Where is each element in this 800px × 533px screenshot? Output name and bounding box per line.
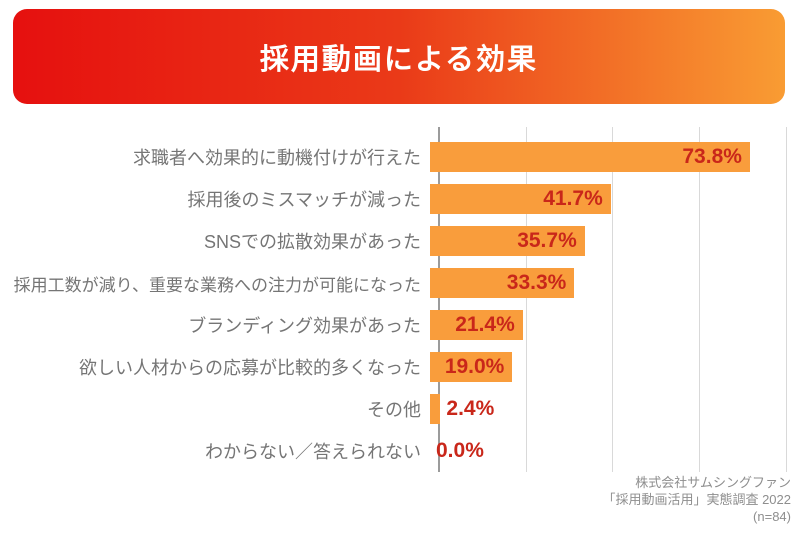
chart-row: 求職者へ効果的に動機付けが行えた 73.8% [0, 136, 800, 178]
category-label: 採用後のミスマッチが減った [187, 190, 421, 210]
bar-area: 73.8% [430, 136, 800, 178]
page-title: 採用動画による効果 [259, 43, 539, 76]
bar [430, 352, 513, 382]
category-label: ブランディング効果があった [188, 316, 421, 336]
category-label: 欲しい人材からの応募が比較的多くなった [79, 358, 421, 378]
gridline [612, 127, 614, 472]
bar-area: 33.3% [430, 262, 800, 304]
chart-row: 欲しい人材からの応募が比較的多くなった 19.0% [0, 346, 800, 388]
source-line-survey: 「採用動画活用」実態調査 2022 [602, 492, 791, 507]
value-label: 33.3% [506, 271, 567, 294]
bar-area: 41.7% [430, 178, 800, 220]
value-label: 73.8% [682, 145, 742, 168]
chart-row: 採用工数が減り、重要な業務への注力が可能になった 33.3% [0, 262, 800, 304]
bar-area: 21.4% [430, 304, 800, 346]
plot-grid [438, 127, 787, 472]
bar [430, 310, 523, 340]
category-label: SNSでの拡散効果があった [203, 232, 421, 252]
category-label: 採用工数が減り、重要な業務への注力が可能になった [13, 275, 421, 295]
bar [430, 394, 441, 424]
value-label: 19.0% [444, 355, 505, 378]
chart-row: その他 2.4% [0, 388, 800, 430]
bar [430, 142, 750, 172]
chart-row: SNSでの拡散効果があった 35.7% [0, 220, 800, 262]
value-label: 21.4% [455, 313, 515, 336]
value-label: 41.7% [543, 187, 603, 210]
value-label: 0.0% [436, 439, 484, 462]
source-line-company: 株式会社サムシングファン [635, 475, 791, 490]
gridline [785, 127, 787, 472]
bar [430, 184, 611, 214]
value-label: 35.7% [517, 229, 577, 252]
bar-area: 35.7% [430, 220, 800, 262]
bar [430, 226, 585, 256]
category-label: その他 [367, 400, 421, 420]
category-label: わからない／答えられない [205, 442, 421, 462]
category-label: 求職者へ効果的に動機付けが行えた [133, 148, 421, 168]
y-axis-line [438, 127, 440, 472]
bar-area: 2.4% [430, 388, 800, 430]
gridline [525, 127, 527, 472]
gridline [699, 127, 701, 472]
title-banner: 採用動画による効果 [13, 9, 785, 104]
source-note: 株式会社サムシングファン 「採用動画活用」実態調査 2022 (n=84) [602, 474, 791, 525]
bar-area: 0.0% [430, 430, 800, 472]
chart-row: ブランディング効果があった 21.4% [0, 304, 800, 346]
source-line-sample: (n=84) [753, 509, 791, 524]
bar [430, 268, 575, 298]
value-label: 2.4% [446, 397, 495, 420]
chart-row: 採用後のミスマッチが減った 41.7% [0, 178, 800, 220]
chart-rows: 求職者へ効果的に動機付けが行えた 73.8% 採用後のミスマッチが減った 41.7% S… [0, 136, 800, 472]
chart-row: わからない／答えられない 0.0% [0, 430, 800, 472]
bar-area: 19.0% [430, 346, 800, 388]
